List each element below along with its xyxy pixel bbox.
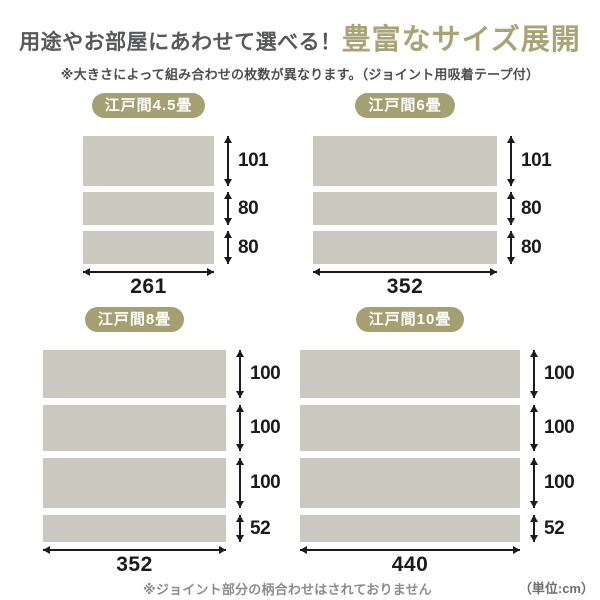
width-arrow-row	[83, 268, 268, 276]
badge-row: 江戸間8畳	[43, 307, 226, 332]
piece-height-label: 80	[521, 197, 542, 219]
rug-piece	[313, 231, 497, 264]
rug-piece	[43, 405, 226, 451]
piece-height-label: 52	[544, 517, 565, 539]
width-arrow-row	[43, 546, 280, 554]
subtitle-note: ※大きさによって組み合わせの枚数が異なります。（ジョイント用吸着テープ付）	[60, 67, 540, 82]
total-width-label: 352	[386, 275, 424, 298]
piece-height-label: 100	[250, 417, 281, 438]
piece-row: 52	[43, 515, 280, 542]
piece-row: 100	[300, 458, 575, 508]
horizontal-dimension-arrow	[83, 268, 214, 276]
vertical-dimension-arrow	[224, 136, 232, 186]
piece-height-label: 52	[250, 517, 271, 539]
badge-row: 江戸間10畳	[300, 307, 520, 332]
title-normal-text: 用途やお部屋にあわせて選べる！	[19, 31, 342, 54]
vertical-dimension-arrow	[530, 405, 538, 451]
piece-row: 100	[300, 405, 575, 451]
piece-row: 100	[43, 350, 281, 398]
vertical-dimension-arrow	[530, 458, 538, 508]
piece-height-label: 101	[238, 150, 269, 171]
piece-height-label: 100	[250, 472, 281, 493]
width-arrow-row	[300, 546, 574, 554]
vertical-dimension-arrow	[530, 350, 538, 398]
vertical-dimension-arrow	[236, 350, 244, 398]
vertical-dimension-arrow	[236, 515, 244, 542]
title-accent-text: 豊富なサイズ展開	[341, 24, 581, 56]
piece-height-label: 100	[544, 472, 575, 493]
piece-height-label: 80	[238, 236, 259, 258]
piece-row: 101	[83, 136, 269, 186]
vertical-dimension-arrow	[530, 515, 538, 542]
piece-height-label: 100	[544, 417, 575, 438]
badge-row: 江戸間4.5畳	[83, 93, 214, 118]
size-badge: 江戸間10畳	[355, 307, 465, 332]
piece-height-label: 100	[250, 363, 281, 384]
total-width-label: 352	[116, 553, 153, 576]
total-width-label: 261	[130, 275, 167, 298]
piece-height-label: 80	[238, 197, 259, 219]
size-panel-edoma-8: 江戸間8畳 100 100 100 52 352	[43, 307, 281, 577]
rug-piece	[300, 515, 520, 542]
piece-height-label: 100	[544, 363, 575, 384]
piece-row: 80	[83, 231, 268, 264]
vertical-dimension-arrow	[224, 192, 232, 225]
size-badge: 江戸間4.5畳	[91, 93, 206, 118]
size-badge: 江戸間8畳	[84, 307, 185, 332]
vertical-dimension-arrow	[507, 192, 515, 225]
piece-row: 101	[313, 136, 552, 186]
horizontal-dimension-arrow	[300, 546, 520, 554]
piece-row: 80	[313, 192, 551, 225]
rug-piece	[83, 231, 214, 264]
vertical-dimension-arrow	[507, 231, 515, 264]
size-panel-edoma-4-5: 江戸間4.5畳 101 80 80 261	[83, 93, 269, 299]
rug-piece	[83, 136, 214, 186]
rug-piece	[43, 458, 226, 508]
size-panel-edoma-6: 江戸間6畳 101 80 80 352	[313, 93, 552, 299]
size-panel-edoma-10: 江戸間10畳 100 100 100 52 440	[300, 307, 575, 577]
piece-height-label: 101	[521, 150, 552, 171]
vertical-dimension-arrow	[236, 458, 244, 508]
piece-row: 100	[300, 350, 575, 398]
piece-row: 100	[43, 458, 281, 508]
piece-height-label: 80	[521, 236, 542, 258]
rug-piece	[300, 405, 520, 451]
piece-row: 100	[43, 405, 281, 451]
rug-piece	[300, 458, 520, 508]
unit-note: （単位:cm）	[518, 581, 594, 596]
horizontal-dimension-arrow	[43, 546, 226, 554]
piece-row: 80	[83, 192, 268, 225]
header: 用途やお部屋にあわせて選べる！ 豊富なサイズ展開 ※大きさによって組み合わせの枚数…	[0, 16, 600, 83]
vertical-dimension-arrow	[224, 231, 232, 264]
vertical-dimension-arrow	[236, 405, 244, 451]
joint-pattern-note: ※ジョイント部分の柄合わせはされておりません	[143, 582, 432, 597]
size-badge: 江戸間6畳	[355, 93, 455, 118]
badge-row: 江戸間6畳	[313, 93, 497, 118]
piece-row: 52	[300, 515, 574, 542]
width-arrow-row	[313, 268, 551, 276]
page-title: 用途やお部屋にあわせて選べる！ 豊富なサイズ展開	[0, 16, 600, 58]
rug-piece	[43, 515, 226, 542]
piece-row: 80	[313, 231, 551, 264]
rug-piece	[43, 350, 226, 398]
rug-piece	[83, 192, 214, 225]
rug-piece	[313, 136, 497, 186]
vertical-dimension-arrow	[507, 136, 515, 186]
rug-piece	[313, 192, 497, 225]
horizontal-dimension-arrow	[313, 268, 497, 276]
rug-piece	[300, 350, 520, 398]
total-width-label: 440	[391, 553, 429, 576]
